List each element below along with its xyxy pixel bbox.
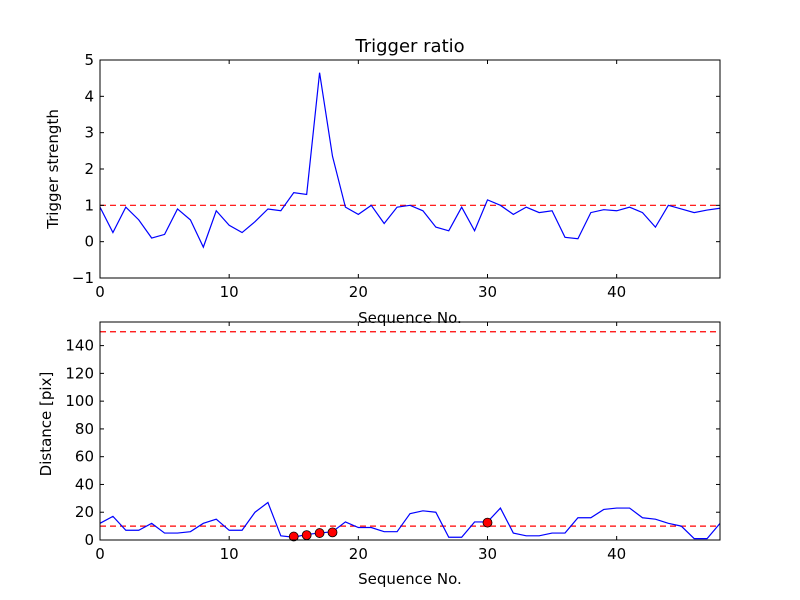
trigger-y-tick-label: 5 [84, 51, 94, 69]
distance-y-axis-label: Distance [pix] [37, 372, 55, 477]
distance-y-tick-label: 80 [75, 420, 94, 438]
trigger-y-tick-label: 2 [84, 160, 94, 178]
trigger-plot-area [99, 72, 721, 249]
trigger-x-tick-label: 20 [349, 283, 368, 301]
distance-marker-point [482, 517, 493, 528]
distance-x-tick-label: 30 [478, 545, 497, 563]
chart-title: Trigger ratio [354, 36, 464, 57]
trigger-x-ticks: 0 10 20 30 40 [95, 60, 626, 301]
trigger-x-tick-label: 10 [220, 283, 239, 301]
distance-y-tick-label: 120 [65, 364, 94, 382]
distance-y-tick-label: 0 [84, 531, 94, 549]
distance-series-line [99, 501, 721, 540]
distance-x-tick-label: 20 [349, 545, 368, 563]
distance-plot-area [99, 331, 721, 542]
distance-y-tick-label: 20 [75, 503, 94, 521]
distance-x-tick-label: 40 [607, 545, 626, 563]
distance-marker-point [327, 527, 338, 538]
distance-panel: 0 10 20 30 40 0 20 40 60 80 100 120 140 Sequence No… [37, 321, 721, 588]
trigger-y-ticks: −1 0 1 2 3 4 5 [72, 51, 720, 287]
distance-marker-point [301, 530, 312, 541]
trigger-y-tick-label: 0 [84, 233, 94, 251]
trigger-y-tick-label: 3 [84, 124, 94, 142]
distance-x-ticks: 0 10 20 30 40 [95, 322, 626, 563]
distance-y-tick-label: 100 [65, 392, 94, 410]
trigger-axes-frame [99, 59, 721, 279]
distance-y-tick-label: 40 [75, 475, 94, 493]
distance-y-ticks: 0 20 40 60 80 100 120 140 [65, 337, 720, 549]
distance-axes-frame [99, 321, 721, 541]
distance-y-tick-label: 60 [75, 448, 94, 466]
distance-marker-point [288, 531, 299, 542]
trigger-x-tick-label: 0 [95, 283, 105, 301]
trigger-y-tick-label: −1 [72, 269, 94, 287]
distance-y-tick-label: 140 [65, 337, 94, 355]
distance-marker-point [314, 528, 325, 538]
distance-x-tick-label: 10 [220, 545, 239, 563]
trigger-x-tick-label: 40 [607, 283, 626, 301]
trigger-y-tick-label: 1 [84, 196, 94, 214]
trigger-y-axis-label: Trigger strength [44, 109, 62, 230]
trigger-x-axis-label: Sequence No. [358, 309, 462, 327]
trigger-x-tick-label: 30 [478, 283, 497, 301]
trigger-series-line [99, 72, 721, 249]
trigger-y-tick-label: 4 [84, 87, 94, 105]
distance-x-axis-label: Sequence No. [358, 570, 462, 588]
distance-x-tick-label: 0 [95, 545, 105, 563]
